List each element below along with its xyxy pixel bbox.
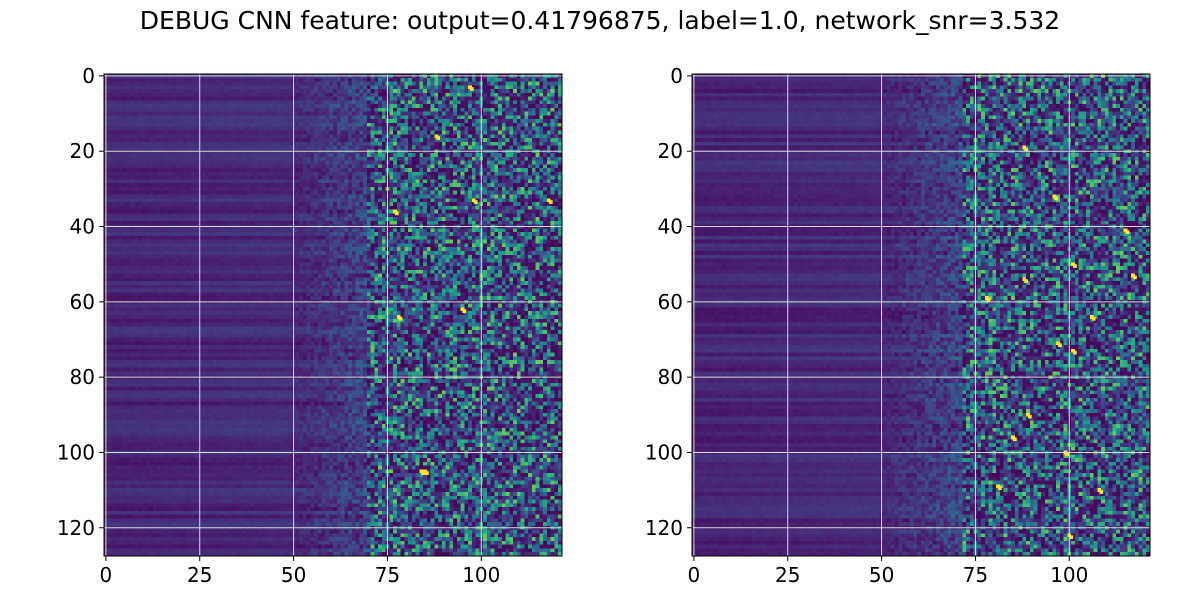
y-tick-label: 120: [645, 516, 683, 540]
bright-cell: [470, 87, 474, 91]
axes-frame: [103, 73, 563, 557]
bright-cell: [1073, 264, 1077, 268]
bright-cell: [462, 309, 467, 314]
y-tick-label: 100: [645, 440, 683, 464]
bright-cell: [1024, 147, 1028, 152]
bright-cell: [997, 486, 1002, 491]
y-tick-label: 60: [658, 290, 683, 314]
y-tick-label: 40: [70, 215, 95, 239]
x-tick-label: 0: [100, 563, 113, 587]
y-tick-label: 0: [670, 64, 683, 88]
x-tick-label: 75: [375, 563, 400, 587]
bright-cell: [1054, 196, 1059, 201]
bright-cell: [398, 316, 403, 321]
x-tick-label: 100: [462, 563, 500, 587]
y-tick-label: 120: [57, 516, 95, 540]
x-tick-label: 25: [775, 563, 800, 587]
y-tick-label: 60: [70, 290, 95, 314]
figure-title: DEBUG CNN feature: output=0.41796875, la…: [139, 6, 1061, 35]
bright-cell: [1027, 414, 1032, 419]
x-tick-label: 100: [1050, 563, 1088, 587]
y-tick-label: 20: [70, 139, 95, 163]
bright-cell: [1125, 230, 1130, 235]
x-tick-label: 50: [869, 563, 894, 587]
x-tick-label: 50: [281, 563, 306, 587]
heatmap-image: [104, 74, 562, 556]
bright-cell: [1073, 350, 1077, 355]
heatmap-image: [692, 74, 1150, 556]
bright-cell: [986, 298, 991, 302]
bright-cell: [1069, 535, 1074, 540]
x-tick-label: 25: [187, 563, 212, 587]
heatmap-panel-right: 0 25 50 75 100 0 20 40 60 80 100 120: [645, 64, 1151, 587]
y-tick-label: 100: [57, 440, 95, 464]
bright-cell: [473, 200, 478, 204]
bright-cell: [424, 471, 429, 476]
bright-cell: [1012, 437, 1017, 442]
y-tick-label: 0: [82, 64, 95, 88]
x-tick-label: 75: [963, 563, 988, 587]
bright-cell: [421, 471, 425, 476]
bright-cell: [1099, 490, 1104, 494]
bright-cell: [1065, 452, 1070, 457]
y-tick-label: 40: [658, 215, 683, 239]
bright-cell: [1133, 275, 1137, 280]
x-tick-label: 0: [688, 563, 701, 587]
bright-cell: [1091, 316, 1096, 321]
y-tick-label: 20: [658, 139, 683, 163]
bright-cell: [1024, 279, 1028, 283]
y-tick-label: 80: [658, 365, 683, 389]
y-tick-label: 80: [70, 365, 95, 389]
bright-cell: [436, 136, 440, 140]
axes-frame: [691, 73, 1151, 557]
bright-cell: [1058, 343, 1062, 348]
bright-cell: [394, 211, 399, 216]
bright-cell: [548, 200, 553, 204]
heatmap-panel-left: 0 25 50 75 100 0 20 40 60 80 100 120: [57, 64, 563, 587]
